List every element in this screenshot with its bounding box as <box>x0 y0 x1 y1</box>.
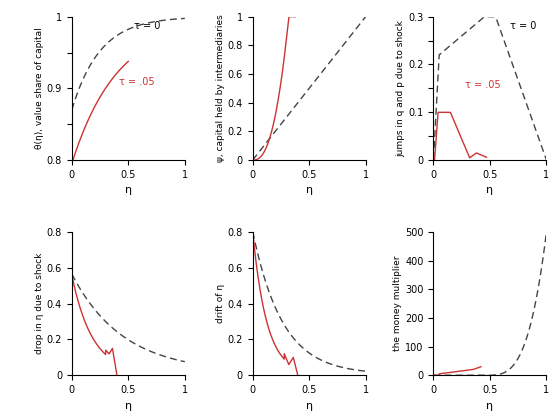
X-axis label: η: η <box>306 401 312 411</box>
Y-axis label: ψ, capital held by intermediaries: ψ, capital held by intermediaries <box>216 15 225 162</box>
Text: τ = .05: τ = .05 <box>465 80 501 90</box>
Y-axis label: jumps in q and p due to shock: jumps in q and p due to shock <box>396 20 406 157</box>
Y-axis label: drift of η: drift of η <box>216 284 225 323</box>
X-axis label: η: η <box>486 401 493 411</box>
Text: τ = 0: τ = 0 <box>134 21 160 31</box>
X-axis label: η: η <box>486 186 493 196</box>
Y-axis label: θ(η), value share of capital: θ(η), value share of capital <box>35 28 44 149</box>
X-axis label: η: η <box>306 186 312 196</box>
X-axis label: η: η <box>125 186 132 196</box>
Text: τ = 0: τ = 0 <box>510 21 537 31</box>
Y-axis label: drop in η due to shock: drop in η due to shock <box>35 253 44 354</box>
X-axis label: η: η <box>125 401 132 411</box>
Text: τ = .05: τ = .05 <box>119 77 155 87</box>
Y-axis label: the money multiplier: the money multiplier <box>394 256 402 352</box>
